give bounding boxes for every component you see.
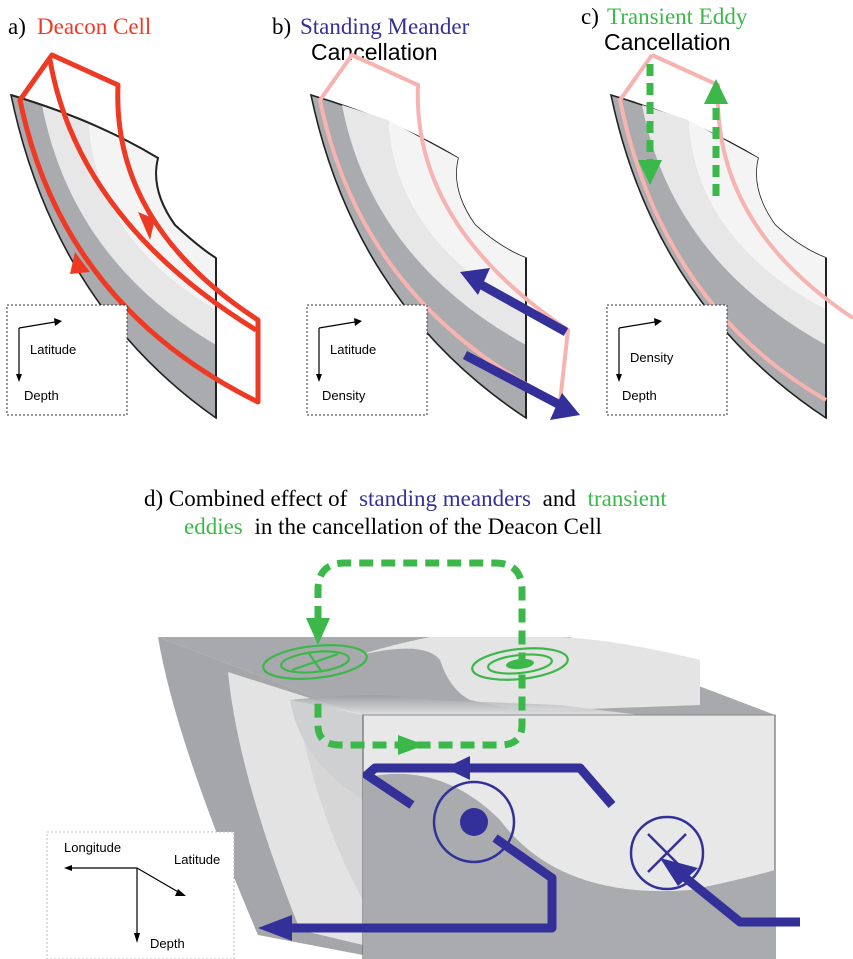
eddy-cross-symbol (262, 644, 368, 680)
panel-d-title-line1: d) Combined effect of standing meanders … (144, 486, 667, 511)
eddy-arrows-c (638, 64, 728, 196)
panel-d-axis-down-label: Depth (150, 936, 185, 951)
panel-c-subtitle: Cancellation (604, 29, 731, 55)
panel-d-block (158, 637, 776, 959)
panel-d-axis-left-label: Longitude (64, 840, 121, 855)
panel-b-title: Standing Meander (300, 14, 470, 39)
panel-d-title-transient: transient (588, 486, 668, 511)
panel-c: c) Transient Eddy Cancellation Density (581, 4, 853, 420)
panel-b-axis-right-label: Latitude (330, 342, 376, 357)
panel-b-prefix: b) (272, 14, 291, 39)
panel-c-prefix: c) (581, 4, 599, 29)
panel-c-section (609, 93, 827, 420)
eddy-dot-symbol (471, 647, 569, 681)
panel-b: b) Standing Meander Cancellation Latitud… (272, 14, 580, 420)
panel-a-axis-down-label: Depth (24, 388, 59, 403)
panel-b-axis-key: Latitude Density (306, 304, 428, 416)
panel-a-axis-right-label: Latitude (30, 342, 76, 357)
panel-c-axis-right-label: Density (630, 350, 674, 365)
panel-d-axis-diag-label: Latitude (174, 852, 220, 867)
panel-b-subtitle: Cancellation (311, 39, 438, 65)
meander-arrow-upper (445, 756, 470, 780)
eddy-arrow-down-d (306, 618, 330, 645)
panel-a-prefix: a) (8, 14, 26, 39)
panel-d-title-and: and (543, 486, 577, 511)
panel-d: d) Combined effect of standing meanders … (46, 486, 800, 959)
panel-c-axis-key: Density Depth (606, 304, 728, 416)
meander-lower-arrows (290, 834, 800, 933)
meander-circle-dot (432, 780, 516, 864)
meander-arrows-b (460, 268, 580, 420)
eddy-arrow-right-d (398, 735, 425, 755)
meander-loop-upper (362, 763, 616, 809)
panel-d-title-part-a: d) Combined effect of (144, 486, 348, 511)
panel-d-title-eddies: eddies (184, 514, 243, 539)
panel-d-title-line2: eddies in the cancellation of the Deacon… (184, 514, 602, 539)
panel-b-axis-down-label: Density (322, 388, 366, 403)
panel-a-axis-key: Latitude Depth (6, 304, 128, 416)
panel-d-title-meanders: standing meanders (359, 486, 531, 511)
panel-a-title: Deacon Cell (37, 14, 151, 39)
panel-d-title-rest: in the cancellation of the Deacon Cell (255, 514, 602, 539)
deacon-arrow-down (138, 212, 155, 240)
deacon-arrow-up (70, 252, 90, 274)
panel-c-title: Transient Eddy (607, 4, 748, 29)
faint-deacon-loop-c (617, 53, 853, 402)
panel-d-axis-key: Longitude Latitude Depth (46, 831, 235, 959)
panel-c-axis-down-label: Depth (622, 388, 657, 403)
eddy-loop-d (314, 559, 526, 749)
panel-a: a) Deacon Cell Latitude Depth (6, 14, 261, 420)
deacon-cell-loop (17, 52, 261, 405)
meander-arrow-cross-in (660, 858, 698, 886)
meander-arrow-left (258, 915, 292, 941)
